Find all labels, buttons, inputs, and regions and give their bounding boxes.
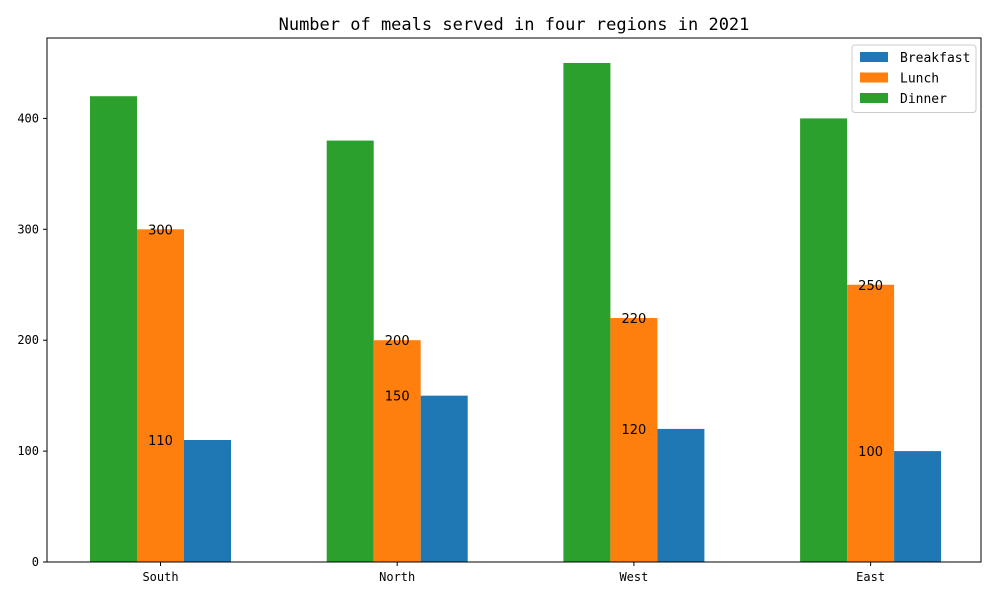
y-tick-label: 0: [32, 555, 39, 569]
legend-swatch-breakfast: [860, 52, 888, 62]
bar-breakfast-east: [894, 451, 942, 562]
data-label-west-120: 120: [621, 423, 646, 438]
x-axis-ticks: [160, 562, 872, 566]
bar-lunch-south: [137, 229, 184, 563]
plot-frame: [46, 37, 982, 563]
bar-breakfast-south: [184, 440, 231, 562]
y-tick-label: 400: [17, 111, 39, 125]
x-tick-labels: South North West East: [142, 570, 885, 584]
data-label-south-300: 300: [148, 223, 173, 238]
y-tick-label: 100: [17, 444, 39, 458]
y-axis-ticks: [43, 117, 47, 563]
data-label-west-220: 220: [621, 312, 646, 327]
legend-swatch-lunch: [860, 72, 888, 83]
bar-breakfast-west: [657, 428, 705, 562]
legend-label-dinner: Dinner: [900, 92, 947, 107]
data-label-east-100: 100: [858, 445, 883, 460]
data-labels: 300 110 200 150 220 120 250 100: [148, 223, 883, 460]
y-tick-label: 300: [17, 222, 39, 236]
bar-dinner-north: [326, 140, 374, 562]
data-label-south-110: 110: [148, 434, 173, 449]
x-tick-label-west: West: [619, 570, 648, 584]
bar-dinner-south: [90, 96, 137, 562]
bar-dinner-west: [563, 62, 611, 562]
legend-label-lunch: Lunch: [900, 72, 939, 87]
legend-swatch-dinner: [860, 93, 888, 103]
data-label-north-150: 150: [385, 390, 410, 405]
x-tick-label-north: North: [379, 570, 415, 584]
y-tick-label: 200: [17, 333, 39, 347]
bar-breakfast-north: [420, 395, 468, 562]
bar-lunch-west: [610, 318, 658, 562]
chart-title: Number of meals served in four regions i…: [279, 15, 750, 35]
y-tick-labels: 0 100 200 300 400: [17, 111, 39, 569]
data-label-east-250: 250: [858, 279, 883, 294]
bars-group: [90, 62, 942, 563]
x-tick-label-south: South: [142, 570, 178, 584]
data-label-north-200: 200: [385, 334, 410, 349]
bar-dinner-east: [800, 118, 848, 563]
x-tick-label-east: East: [856, 570, 885, 584]
bar-lunch-east: [847, 284, 895, 562]
legend-label-breakfast: Breakfast: [900, 51, 970, 66]
legend: Breakfast Lunch Dinner: [851, 44, 977, 113]
bar-lunch-north: [373, 340, 421, 562]
